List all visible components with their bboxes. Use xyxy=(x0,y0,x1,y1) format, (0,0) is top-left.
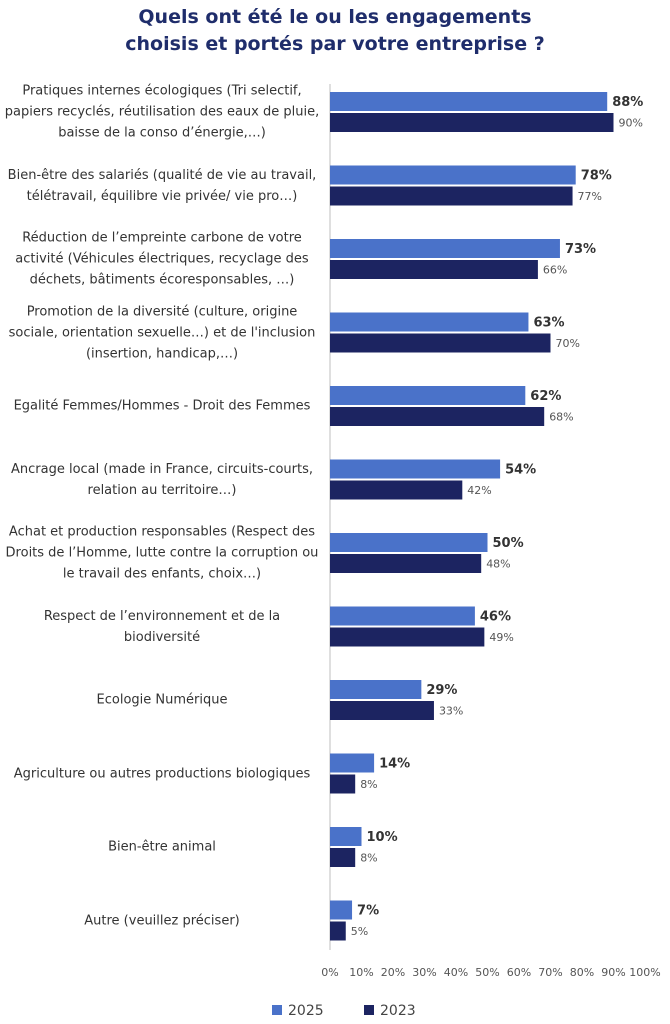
bar xyxy=(330,774,356,794)
bar xyxy=(330,480,463,500)
bar xyxy=(330,900,353,920)
bar xyxy=(330,753,375,773)
value-label: 10% xyxy=(367,830,398,845)
category-label: Réduction de l’empreinte carbone de votr… xyxy=(15,230,309,288)
category-label: Bien-être animal xyxy=(108,839,216,855)
bar xyxy=(330,92,608,111)
chart-title: Quels ont été le ou les engagements choi… xyxy=(125,6,545,55)
bar xyxy=(330,533,488,552)
category-label: Egalité Femmes/Hommes - Droit des Femmes xyxy=(13,398,311,414)
bar xyxy=(330,459,501,479)
x-tick-label: 60% xyxy=(507,966,531,979)
value-label: 49% xyxy=(489,631,513,644)
category-label: Ecologie Numérique xyxy=(96,692,228,708)
x-tick-label: 50% xyxy=(475,966,499,979)
value-label: 70% xyxy=(556,337,580,350)
value-label: 66% xyxy=(543,264,567,277)
category-label: Agriculture ou autres productions biolog… xyxy=(13,766,311,781)
x-tick-label: 30% xyxy=(412,966,436,979)
x-tick-label: 80% xyxy=(570,966,594,979)
value-label: 8% xyxy=(360,778,377,791)
category-label: Pratiques internes écologiques (Tri sele… xyxy=(4,83,320,141)
bar xyxy=(330,386,526,405)
value-label: 14% xyxy=(379,757,410,772)
bar xyxy=(330,827,362,846)
category-label: Achat et production responsables (Respec… xyxy=(5,524,319,582)
bar xyxy=(330,113,614,132)
category-label: Autre (veuillez préciser) xyxy=(84,913,240,928)
value-label: 78% xyxy=(581,169,612,184)
bar xyxy=(330,407,545,426)
value-label: 8% xyxy=(360,852,377,865)
value-label: 48% xyxy=(486,558,510,571)
bar xyxy=(330,680,422,699)
bar xyxy=(330,848,356,867)
bar xyxy=(330,333,551,353)
x-tick-label: 100% xyxy=(629,966,660,979)
legend-label: 2023 xyxy=(380,1003,416,1019)
value-label: 62% xyxy=(530,389,561,404)
bar xyxy=(330,312,529,332)
legend-swatch xyxy=(364,1005,374,1015)
x-tick-label: 70% xyxy=(538,966,562,979)
value-label: 33% xyxy=(439,705,463,718)
bar xyxy=(330,921,346,941)
x-tick-label: 20% xyxy=(381,966,405,979)
value-label: 50% xyxy=(493,536,524,551)
bar xyxy=(330,260,538,279)
category-label: Ancrage local (made in France, circuits-… xyxy=(10,461,314,498)
legend-label: 2025 xyxy=(288,1003,324,1019)
value-label: 7% xyxy=(357,904,379,919)
legend-swatch xyxy=(272,1005,282,1015)
value-label: 46% xyxy=(480,610,511,625)
value-label: 73% xyxy=(565,242,596,257)
bar xyxy=(330,554,482,573)
value-label: 42% xyxy=(467,484,491,497)
value-label: 63% xyxy=(533,316,564,331)
x-tick-label: 40% xyxy=(444,966,468,979)
category-label: Bien-être des salariés (qualité de vie a… xyxy=(7,167,317,204)
category-label: Promotion de la diversité (culture, orig… xyxy=(8,304,316,361)
value-label: 88% xyxy=(612,95,643,110)
category-label: Respect de l’environnement et de la biod… xyxy=(43,608,281,645)
bar xyxy=(330,239,560,258)
value-label: 5% xyxy=(351,925,368,938)
value-label: 90% xyxy=(619,117,643,130)
value-label: 68% xyxy=(549,411,573,424)
value-label: 29% xyxy=(426,683,457,698)
x-tick-label: 90% xyxy=(601,966,625,979)
value-label: 77% xyxy=(578,190,602,203)
bar xyxy=(330,701,434,720)
x-tick-label: 0% xyxy=(321,966,338,979)
value-label: 54% xyxy=(505,463,536,478)
bar xyxy=(330,627,485,647)
bar xyxy=(330,165,576,185)
bar xyxy=(330,606,475,626)
bar xyxy=(330,186,573,206)
x-tick-label: 10% xyxy=(349,966,373,979)
